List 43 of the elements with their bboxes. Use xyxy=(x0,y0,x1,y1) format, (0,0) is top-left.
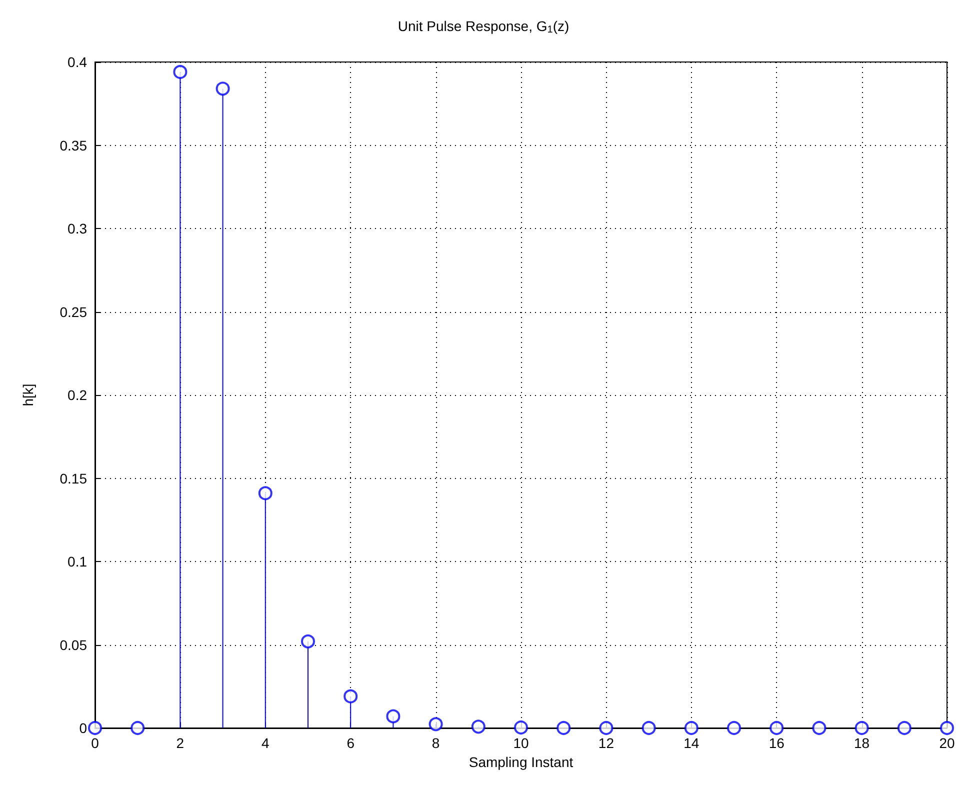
point xyxy=(684,721,698,735)
point xyxy=(386,709,400,724)
y-tick-label: 0.25 xyxy=(60,304,88,320)
y-tick-label: 0.05 xyxy=(60,636,88,653)
point xyxy=(940,721,954,735)
x-tick-label: 4 xyxy=(262,735,270,751)
point xyxy=(88,721,102,735)
point xyxy=(642,721,656,735)
point xyxy=(428,717,443,732)
y-tick-label: 0 xyxy=(79,720,88,736)
x-tick-label: 6 xyxy=(346,735,355,751)
point xyxy=(216,82,230,96)
x-tick-label: 20 xyxy=(939,735,955,751)
x-tick-label: 12 xyxy=(598,735,614,751)
point xyxy=(173,64,188,79)
point xyxy=(344,689,358,704)
point xyxy=(854,721,869,735)
y-tick-label: 0.2 xyxy=(68,387,88,403)
point xyxy=(812,721,826,735)
point xyxy=(301,634,315,648)
x-tick-label: 16 xyxy=(768,735,785,751)
y-tick-label: 0.1 xyxy=(68,554,88,570)
x-axis-title: Sampling Instant xyxy=(468,754,574,770)
point xyxy=(556,721,571,735)
x-tick-label: 2 xyxy=(176,735,184,751)
point xyxy=(897,721,912,735)
point xyxy=(599,721,614,735)
point xyxy=(727,721,741,735)
point xyxy=(130,721,145,735)
x-tick-label: 8 xyxy=(432,735,440,751)
y-tick-label: 0.3 xyxy=(68,220,88,236)
x-tick-label: 0 xyxy=(91,735,100,751)
x-tick-label: 10 xyxy=(513,735,529,751)
y-tick-label: 0.15 xyxy=(60,470,88,486)
x-tick-label: 18 xyxy=(854,735,870,751)
point xyxy=(471,720,486,734)
y-tick-label: 0.35 xyxy=(60,137,88,154)
y-axis-title: h[k] xyxy=(20,384,36,406)
point xyxy=(514,720,528,734)
point xyxy=(258,486,272,500)
y-tick-label: 0.4 xyxy=(68,54,88,70)
x-tick-label: 14 xyxy=(684,735,700,751)
point xyxy=(770,721,784,735)
